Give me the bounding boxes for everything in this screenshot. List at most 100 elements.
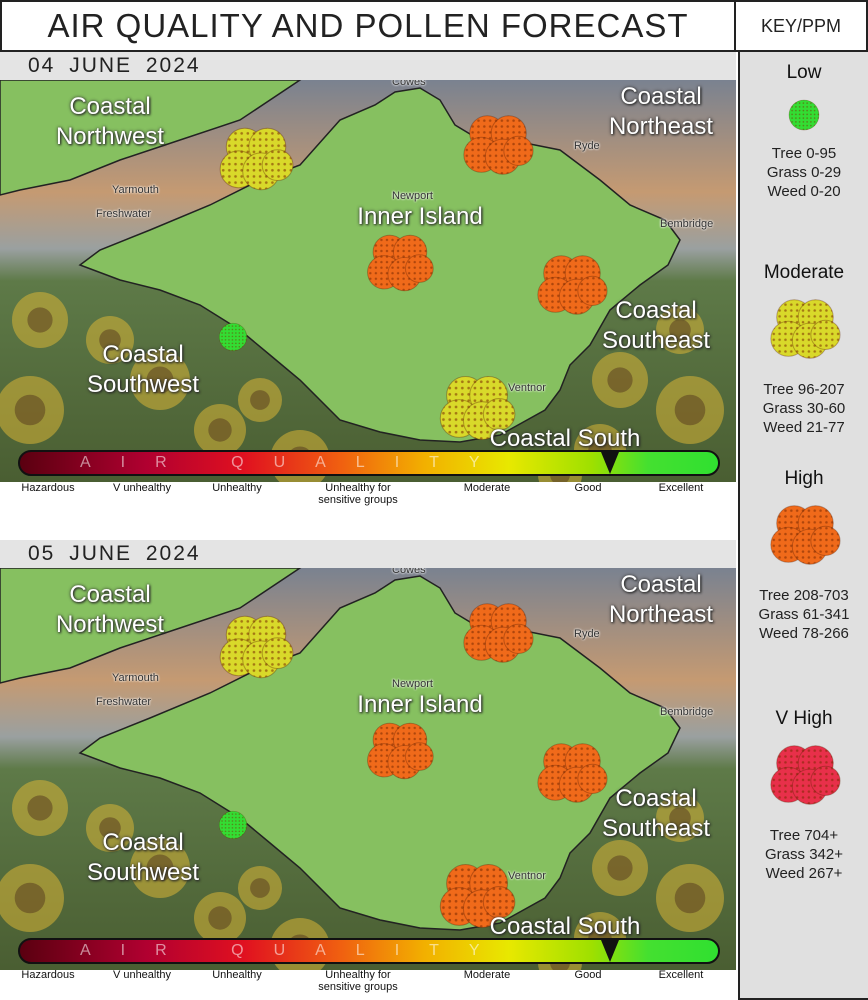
pollen-high-icon — [367, 234, 434, 292]
town-label-ryde: Ryde — [574, 140, 600, 152]
key-icon-wrap — [779, 90, 829, 145]
page-title: AIR QUALITY AND POLLEN FORECAST — [0, 0, 736, 52]
pollen-low-icon — [788, 99, 820, 131]
pollen-moderate-icon — [219, 127, 294, 191]
key-weed-range: Weed 78-266 — [759, 625, 849, 642]
forecast-date: 04 JUNE 2024 — [0, 52, 736, 80]
pollen-high-icon — [439, 863, 516, 929]
aq-scale-unhealthy: Unhealthy — [212, 969, 262, 981]
town-label-ryde: Ryde — [574, 628, 600, 640]
key-grass-range: Grass 342+ — [765, 846, 843, 863]
key-tree-range: Tree 0-95 — [771, 145, 837, 162]
town-label-newport: Newport — [392, 190, 433, 202]
town-label-freshwater: Freshwater — [96, 696, 152, 708]
region-label-inner: Inner Island — [357, 691, 483, 718]
pollen-vhigh-icon — [770, 745, 841, 805]
island-map: Cowes Ryde Yarmouth Freshwater Newport Bembri… — [0, 568, 736, 970]
town-label-yarmouth: Yarmouth — [112, 672, 159, 684]
aq-scale-sensitive: Unhealthy for sensitive groups — [318, 969, 398, 993]
forecast-date: 05 JUNE 2024 — [0, 540, 736, 568]
key-icon-wrap — [765, 496, 843, 579]
aq-scale-moderate: Moderate — [463, 482, 511, 494]
pollen-marker-inner — [362, 226, 436, 305]
aq-scale-v_unhealthy: V unhealthy — [112, 969, 172, 981]
aq-scale-hazardous: Hazardous — [21, 482, 75, 494]
region-label-se: Coastal Southeast — [601, 785, 711, 842]
town-label-bembridge: Bembridge — [660, 706, 714, 718]
pollen-marker-inner — [362, 714, 436, 793]
pollen-moderate-icon — [770, 299, 841, 359]
key-icon-wrap — [765, 736, 843, 819]
aq-scale-good: Good — [574, 482, 602, 494]
forecast-panel-day2: 05 JUNE 2024 Cowes Ryde Yarmouth Freshwater N… — [0, 540, 736, 970]
island-map: Cowes Ryde Yarmouth Freshwater Newport Bembri… — [0, 80, 736, 482]
aq-scale-good: Good — [574, 969, 602, 981]
region-label-inner: Inner Island — [357, 203, 483, 230]
key-icon-wrap — [765, 290, 843, 373]
pollen-moderate-icon — [439, 375, 516, 441]
aq-scale-labels-day1: Hazardous V unhealthy Unhealthy Unhealthy f… — [0, 482, 736, 518]
town-label-cowes: Cowes — [392, 80, 426, 88]
key-level-label: High — [784, 468, 824, 489]
aq-scale-moderate: Moderate — [463, 969, 511, 981]
town-label-ventnor: Ventnor — [508, 870, 546, 882]
key-tree-range: Tree 96-207 — [763, 381, 845, 398]
pollen-low-icon — [218, 810, 248, 840]
pollen-key: Low Tree 0-95 Grass 0-29 Weed 0-20 Moderate T… — [738, 52, 868, 1000]
air-quality-pointer — [600, 940, 619, 962]
pollen-marker-ne — [458, 106, 536, 189]
air-quality-pointer — [600, 452, 619, 474]
pollen-marker-nw — [214, 118, 296, 205]
region-label-se: Coastal Southeast — [601, 297, 711, 354]
pollen-marker-s — [434, 366, 518, 455]
key-weed-range: Weed 0-20 — [767, 183, 841, 200]
pollen-marker-s — [434, 854, 518, 943]
pollen-marker-se — [532, 734, 610, 817]
region-label-s: Coastal South — [489, 425, 641, 452]
key-level-label: Moderate — [763, 262, 845, 283]
region-label-s: Coastal South — [489, 913, 641, 940]
key-header: KEY/PPM — [736, 0, 868, 52]
key-grass-range: Grass 61-341 — [758, 606, 850, 623]
region-label-sw: Coastal Southwest — [86, 341, 200, 398]
air-quality-bar-label: AIR QUALITY — [80, 454, 510, 471]
air-quality-bar: AIR QUALITY — [18, 450, 720, 476]
pollen-moderate-icon — [219, 615, 294, 679]
pollen-high-icon — [367, 722, 434, 780]
pollen-high-icon — [537, 743, 608, 803]
pollen-high-icon — [537, 255, 608, 315]
town-label-newport: Newport — [392, 678, 433, 690]
town-label-freshwater: Freshwater — [96, 208, 152, 220]
aq-scale-excellent: Excellent — [658, 482, 704, 494]
key-grass-range: Grass 30-60 — [762, 400, 846, 417]
pollen-marker-nw — [214, 606, 296, 693]
region-label-nw: Coastal Northwest — [55, 581, 165, 638]
forecast-panel-day1: 04 JUNE 2024 Cowes Ryde Yarmouth Freshwater N… — [0, 52, 736, 482]
aq-scale-v_unhealthy: V unhealthy — [112, 482, 172, 494]
key-level-label: Low — [786, 62, 822, 83]
pollen-high-icon — [770, 505, 841, 565]
pollen-high-icon — [463, 603, 534, 663]
aq-scale-sensitive: Unhealthy for sensitive groups — [318, 482, 398, 506]
air-quality-bar: AIR QUALITY — [18, 938, 720, 964]
town-label-bembridge: Bembridge — [660, 218, 714, 230]
town-label-ventnor: Ventnor — [508, 382, 546, 394]
pollen-marker-sw — [210, 802, 256, 853]
key-weed-range: Weed 267+ — [765, 865, 843, 882]
aq-scale-excellent: Excellent — [658, 969, 704, 981]
key-tree-range: Tree 704+ — [769, 827, 839, 844]
key-tree-range: Tree 208-703 — [759, 587, 849, 604]
key-level-label: V High — [775, 708, 833, 729]
key-grass-range: Grass 0-29 — [766, 164, 842, 181]
aq-scale-unhealthy: Unhealthy — [212, 482, 262, 494]
pollen-marker-se — [532, 246, 610, 329]
aq-scale-hazardous: Hazardous — [21, 969, 75, 981]
pollen-low-icon — [218, 322, 248, 352]
region-label-nw: Coastal Northwest — [55, 93, 165, 150]
region-label-ne: Coastal Northeast — [608, 571, 714, 628]
pollen-marker-ne — [458, 594, 536, 677]
pollen-marker-sw — [210, 314, 256, 365]
town-label-cowes: Cowes — [392, 568, 426, 576]
aq-scale-labels-day2: Hazardous V unhealthy Unhealthy Unhealthy f… — [0, 969, 736, 1000]
town-label-yarmouth: Yarmouth — [112, 184, 159, 196]
